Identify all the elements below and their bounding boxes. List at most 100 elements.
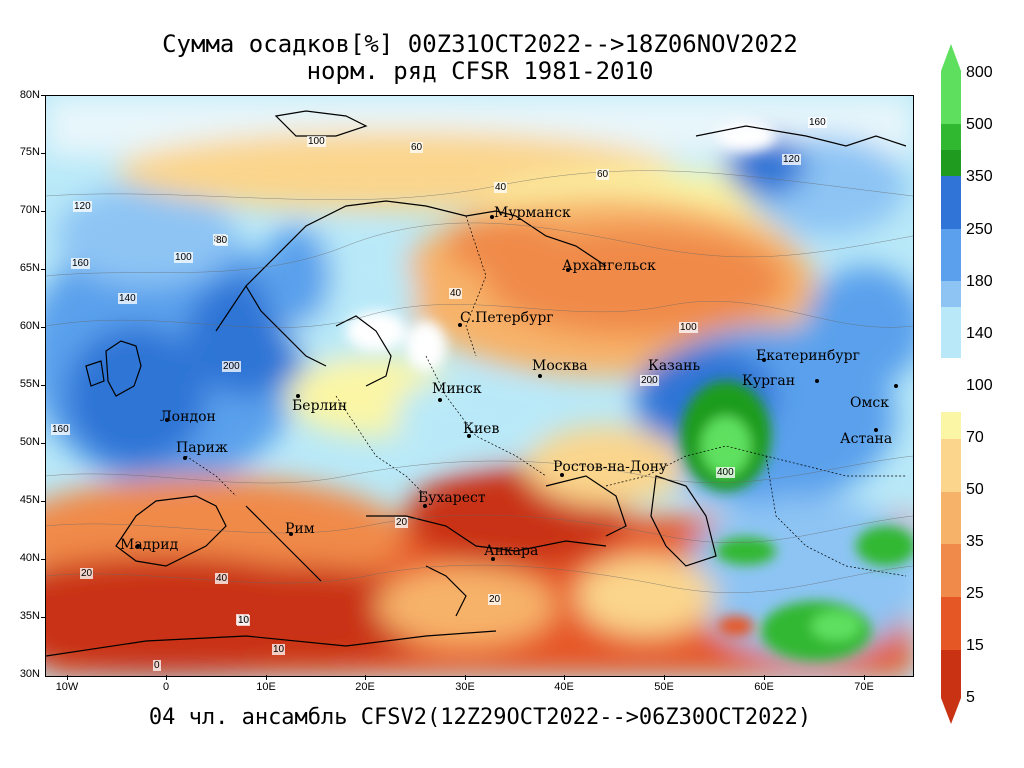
contour-label: 60 [596, 169, 610, 180]
contour-label: 0 [153, 660, 161, 671]
city-ankara: Анкара [484, 543, 539, 559]
colorbar-swatch [941, 597, 961, 650]
city-omsk: Омск [850, 395, 889, 411]
colorbar-swatch [941, 544, 961, 597]
colorbar-swatch [941, 150, 961, 176]
colorbar-swatch [941, 229, 961, 281]
city-dot [296, 394, 300, 398]
city-dot [894, 384, 898, 388]
city-yekaterinburg: Екатеринбург [756, 348, 860, 364]
lat-tick [41, 211, 46, 212]
colorbar-label-50: 50 [966, 481, 984, 498]
city-kyiv: Киев [463, 421, 500, 437]
contour-label: 20 [395, 517, 409, 528]
lat-tick [41, 559, 46, 560]
lon-tick [67, 675, 68, 680]
city-st-petersburg: С.Петербург [460, 310, 554, 326]
lat-label-70n: 70N [19, 204, 40, 216]
city-murmansk: Мурманск [494, 205, 571, 221]
colorbar-label-25: 25 [966, 585, 984, 602]
city-paris: Париж [176, 440, 228, 456]
lon-label-60e: 60E [754, 681, 774, 693]
lon-tick [166, 675, 167, 680]
colorbar-swatch [941, 439, 961, 492]
lon-label-30e: 30E [455, 681, 475, 693]
lon-tick [764, 675, 765, 680]
city-dot [490, 215, 494, 219]
city-berlin: Берлин [292, 398, 348, 414]
city-astana: Астана [840, 431, 893, 447]
lat-label-35n: 35N [19, 610, 40, 622]
contour-label: 100 [174, 252, 193, 263]
lon-tick [266, 675, 267, 680]
precipitation-map [45, 95, 914, 677]
city-dot [467, 434, 471, 438]
city-dot [165, 418, 169, 422]
colorbar-label-140: 140 [966, 325, 993, 342]
contour-label: 20 [80, 568, 94, 579]
colorbar-label-250: 250 [966, 221, 993, 238]
contour-label: 160 [71, 258, 90, 269]
lon-tick [564, 675, 565, 680]
contour-label: 200 [640, 375, 659, 386]
contour-label: 140 [118, 293, 137, 304]
contour-label: 200 [222, 361, 241, 372]
contour-label: 40 [215, 573, 229, 584]
colorbar-label-500: 500 [966, 116, 993, 133]
lat-label-50n: 50N [19, 436, 40, 448]
colorbar-swatch [941, 124, 961, 150]
lon-label-70e: 70E [854, 681, 874, 693]
contour-label: 80 [215, 235, 229, 246]
lat-tick [41, 327, 46, 328]
city-dot [289, 532, 293, 536]
city-arkhangelsk: Архангельск [562, 258, 656, 274]
lat-label-65n: 65N [19, 262, 40, 274]
city-london: Лондон [160, 409, 216, 425]
contour-label: 40 [494, 182, 508, 193]
city-dot [560, 473, 564, 477]
city-bucharest: Бухарест [418, 490, 486, 506]
city-dot [183, 456, 187, 460]
contour-label: 10 [237, 615, 251, 626]
color-legend [941, 44, 961, 724]
ensemble-footer: 04 чл. ансамбль CFSV2(12Z29OCT2022-->06Z… [148, 705, 812, 730]
lat-label-55n: 55N [19, 378, 40, 390]
city-dot [136, 544, 140, 548]
city-moscow: Москва [532, 358, 588, 374]
lon-tick [365, 675, 366, 680]
city-dot [538, 374, 542, 378]
city-dot [491, 557, 495, 561]
lat-tick [41, 95, 46, 96]
contour-label: 100 [307, 136, 326, 147]
city-dot [566, 268, 570, 272]
contour-label: 20 [488, 594, 502, 605]
city-kurgan: Курган [742, 373, 796, 389]
lon-label-0: 0 [162, 681, 170, 693]
contour-label: 160 [808, 117, 827, 128]
city-dot [874, 428, 878, 432]
city-dot [438, 398, 442, 402]
lat-label-30n: 30N [19, 668, 40, 680]
lat-tick [41, 443, 46, 444]
city-kazan: Казань [648, 358, 701, 374]
lat-tick [41, 153, 46, 154]
lat-label-80n: 80N [19, 89, 40, 101]
contour-label: 100 [679, 322, 698, 333]
city-dot [815, 379, 819, 383]
colorbar-label-180: 180 [966, 273, 993, 290]
lat-tick [41, 617, 46, 618]
lat-tick [41, 269, 46, 270]
lat-label-45n: 45N [19, 494, 40, 506]
lon-label-40e: 40E [554, 681, 574, 693]
contour-label: 120 [73, 201, 92, 212]
map-subtitle: норм. ряд CFSR 1981-2010 [306, 57, 654, 85]
contour-label: 400 [716, 467, 735, 478]
colorbar-swatch [941, 492, 961, 544]
lon-tick [465, 675, 466, 680]
contour-label: 10 [272, 644, 286, 655]
colorbar-label-100: 100 [966, 377, 993, 394]
contour-label: 160 [51, 424, 70, 435]
contour-label: 40 [449, 288, 463, 299]
colorbar-label-15: 15 [966, 637, 984, 654]
city-dot [423, 504, 427, 508]
